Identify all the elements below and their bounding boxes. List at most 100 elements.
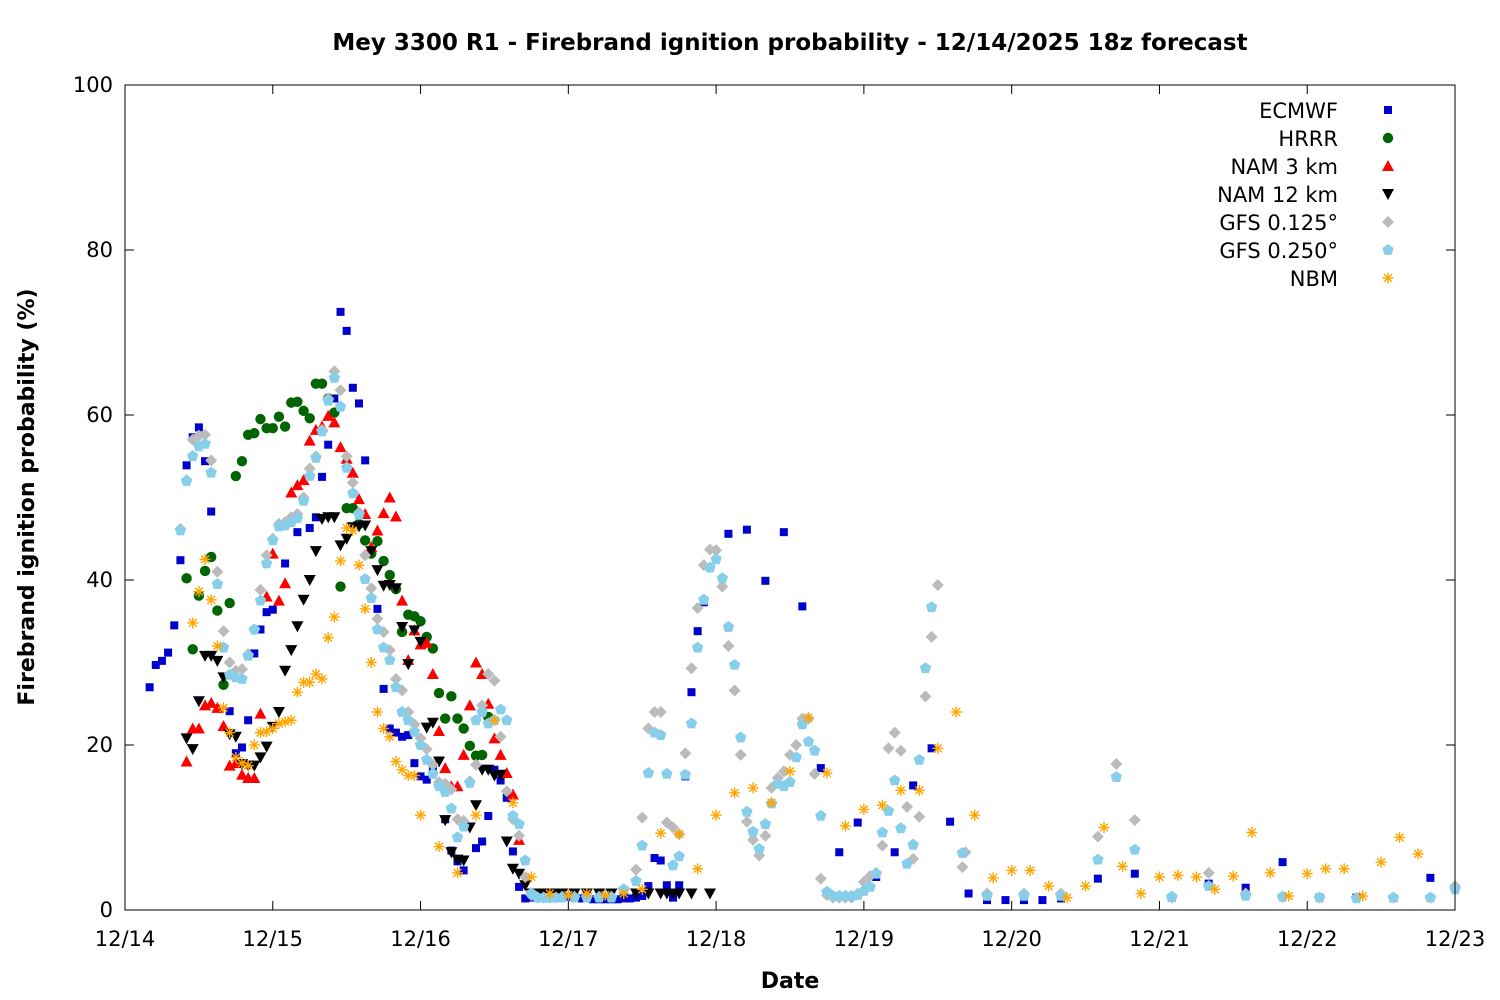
legend-marker	[1382, 160, 1394, 171]
data-point	[642, 767, 655, 778]
data-point	[740, 815, 753, 828]
data-point	[599, 889, 611, 901]
data-point	[919, 662, 932, 674]
axes: 0 20 40 60 80 100 12/14 12/15 12/16 12/17 12/18 12/…	[73, 73, 1485, 951]
data-point	[654, 706, 667, 718]
data-point	[1190, 871, 1202, 883]
data-point	[1375, 856, 1387, 868]
data-point	[285, 486, 298, 498]
data-point	[181, 573, 192, 584]
data-point	[1166, 890, 1178, 902]
data-point	[297, 494, 310, 506]
data-point	[501, 714, 513, 726]
data-point	[655, 827, 667, 839]
x-tick-label: 12/14	[95, 927, 156, 951]
x-tick-label: 12/20	[981, 927, 1042, 951]
data-point	[661, 767, 673, 779]
data-point	[384, 569, 395, 581]
data-point	[211, 640, 223, 652]
data-point	[679, 747, 692, 760]
data-point	[513, 829, 526, 842]
data-point	[384, 731, 396, 743]
data-point	[1202, 866, 1215, 879]
y-tick-label: 40	[86, 568, 113, 592]
data-point	[328, 416, 341, 428]
y-tick-label: 100	[73, 73, 113, 97]
data-point	[919, 690, 932, 703]
data-point	[515, 882, 524, 891]
data-point	[478, 837, 487, 846]
data-point	[354, 399, 363, 408]
data-point	[1129, 843, 1141, 855]
data-point	[415, 616, 426, 627]
data-point	[925, 601, 938, 613]
data-point	[568, 891, 581, 903]
data-point	[513, 818, 525, 830]
data-point	[250, 649, 259, 658]
data-point	[236, 673, 248, 684]
data-point	[396, 594, 409, 606]
data-point	[835, 848, 844, 857]
data-point	[272, 707, 285, 718]
data-point	[433, 687, 445, 699]
data-point	[346, 466, 359, 478]
data-point	[888, 726, 901, 739]
data-point	[502, 793, 511, 802]
series-nbm	[187, 522, 1424, 904]
data-point	[685, 888, 698, 900]
data-point	[710, 553, 722, 565]
data-point	[262, 608, 271, 617]
data-point	[1283, 890, 1295, 902]
data-point	[377, 507, 390, 519]
data-point	[1278, 858, 1287, 867]
data-point	[766, 797, 778, 809]
data-point	[303, 434, 316, 446]
x-tick-label: 12/18	[686, 927, 747, 951]
data-point	[236, 456, 248, 467]
data-point	[365, 546, 378, 558]
data-point	[176, 556, 185, 565]
data-point	[371, 612, 384, 625]
data-point	[1313, 891, 1326, 903]
data-point	[408, 770, 420, 782]
data-point	[630, 863, 643, 876]
data-point	[618, 888, 630, 899]
data-point	[359, 573, 371, 584]
data-point	[359, 603, 371, 615]
x-tick-label: 12/17	[538, 927, 599, 951]
data-point	[292, 396, 303, 407]
data-point	[324, 440, 333, 449]
data-point	[224, 597, 235, 609]
data-point	[235, 768, 248, 780]
data-point	[383, 491, 396, 503]
data-point	[451, 831, 464, 843]
data-point	[1061, 892, 1073, 904]
data-point	[950, 706, 962, 718]
data-point	[359, 535, 371, 546]
data-point	[458, 723, 469, 734]
data-point	[464, 740, 476, 752]
data-point	[1426, 873, 1435, 882]
data-point	[1239, 890, 1252, 901]
data-point	[506, 863, 519, 875]
data-point	[218, 702, 230, 714]
data-point	[193, 586, 205, 598]
data-point	[420, 722, 433, 734]
data-point	[476, 706, 488, 717]
data-point	[784, 776, 796, 787]
data-point	[170, 621, 179, 630]
data-point	[396, 706, 408, 717]
data-point	[1264, 867, 1276, 879]
data-point	[761, 576, 770, 585]
data-point	[675, 881, 684, 890]
data-point	[445, 802, 457, 814]
data-point	[1098, 822, 1110, 833]
data-point	[1128, 814, 1141, 827]
data-point	[328, 611, 340, 623]
y-tick-label: 80	[86, 238, 113, 262]
data-point	[901, 857, 913, 869]
data-point	[581, 888, 593, 899]
data-point	[328, 512, 341, 524]
data-point	[346, 476, 359, 489]
data-point	[347, 525, 359, 536]
